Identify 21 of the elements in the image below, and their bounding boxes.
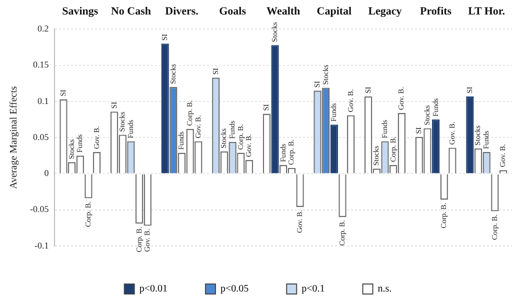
legend-label: p<0.05 — [220, 284, 249, 295]
legend-label: p<0.01 — [139, 284, 168, 295]
y-tick-label: 0 — [44, 168, 50, 178]
x-tick-label: Profits — [420, 5, 452, 18]
y-tick-label: 0.2 — [37, 24, 49, 34]
x-tick-label: LT Hor. — [468, 5, 506, 18]
x-tick-label: Goals — [219, 5, 247, 18]
y-tick-label: 0.1 — [37, 96, 49, 106]
x-tick-label: Capital — [316, 5, 352, 18]
legend-label: p<0.1 — [302, 284, 325, 295]
y-axis-title: Average Marginal Effects — [8, 86, 20, 189]
x-tick-label: No Cash — [110, 5, 151, 18]
x-tick-label: Legacy — [368, 5, 402, 18]
y-tick-label: 0.15 — [32, 60, 50, 70]
legend-label: n.s. — [378, 284, 392, 295]
y-tick-label: -0.1 — [34, 240, 49, 250]
y-tick-label: -0.05 — [30, 204, 50, 214]
x-tick-label: Divers. — [165, 5, 199, 18]
x-tick-label: Wealth — [266, 5, 300, 18]
y-tick-label: 0.05 — [32, 132, 50, 142]
x-tick-label: Savings — [62, 5, 99, 18]
